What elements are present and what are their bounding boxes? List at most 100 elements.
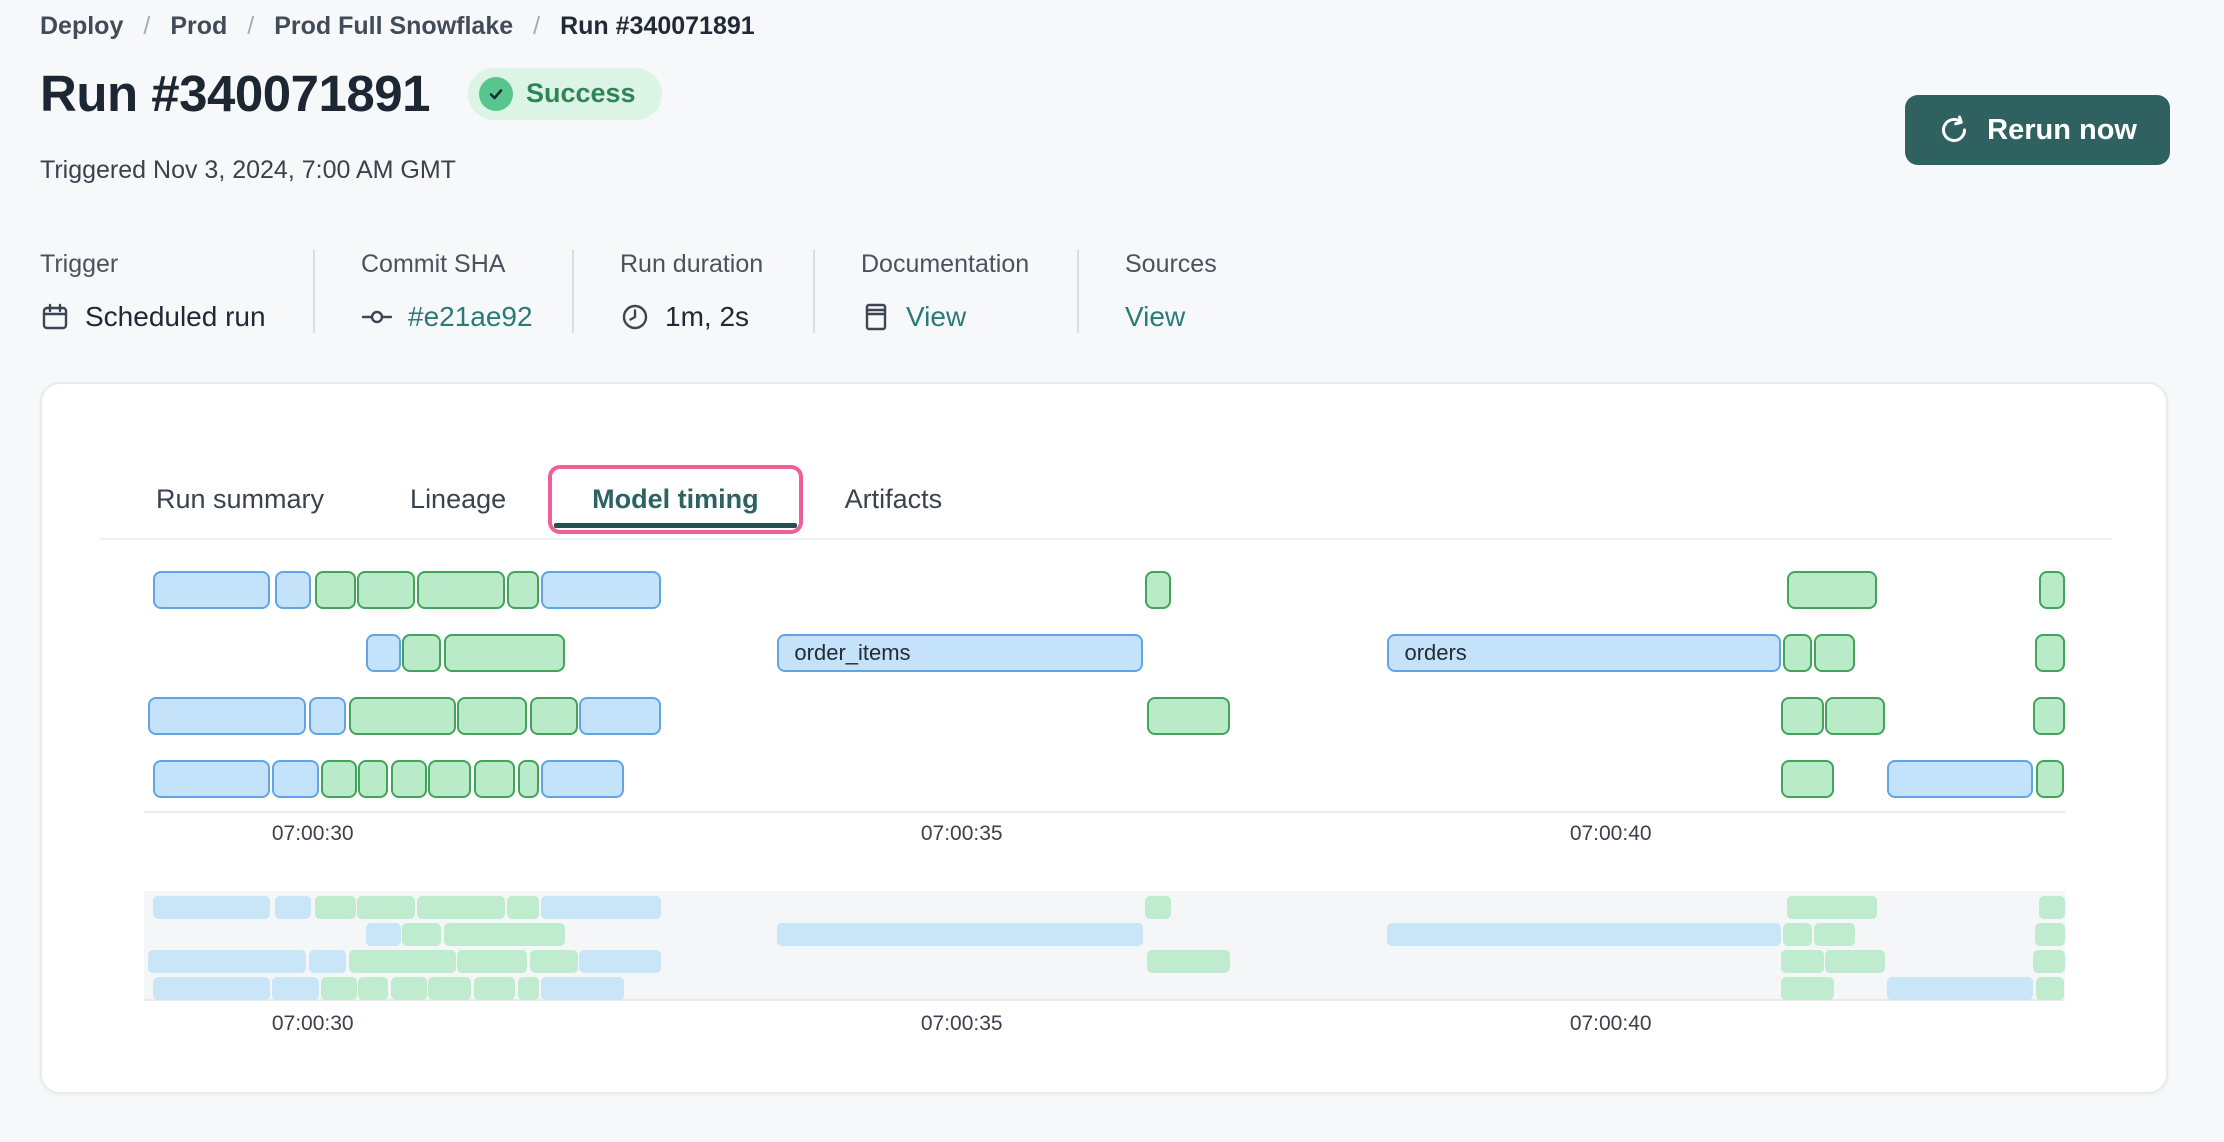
- gantt-bar[interactable]: [1144, 571, 1171, 609]
- gantt-bar[interactable]: [2032, 697, 2065, 735]
- overview-bar[interactable]: [443, 923, 565, 946]
- gantt-bar[interactable]: [443, 634, 565, 672]
- overview-bar[interactable]: [2032, 950, 2065, 973]
- gantt-overview-brush[interactable]: [144, 891, 2065, 1001]
- meta-run-duration-label: Run duration: [620, 250, 764, 278]
- breadcrumb-item-deploy[interactable]: Deploy: [40, 12, 124, 40]
- overview-bar[interactable]: [456, 950, 527, 973]
- overview-bar[interactable]: [541, 896, 661, 919]
- gantt-bar[interactable]: [153, 760, 270, 798]
- gantt-bar[interactable]: [349, 697, 456, 735]
- overview-bar[interactable]: [541, 977, 625, 1000]
- gantt-bar[interactable]: [1780, 760, 1834, 798]
- overview-bar[interactable]: [153, 977, 270, 1000]
- gantt-bar[interactable]: [541, 571, 661, 609]
- gantt-bar[interactable]: [356, 571, 416, 609]
- overview-bar[interactable]: [578, 950, 661, 973]
- tab-run-summary[interactable]: Run summary: [156, 483, 325, 514]
- axis-tick-label: 07:00:40: [1569, 822, 1652, 845]
- overview-bar[interactable]: [777, 923, 1144, 946]
- rerun-button[interactable]: Rerun now: [1905, 95, 2170, 165]
- overview-bar[interactable]: [272, 977, 320, 1000]
- gantt-bar[interactable]: [272, 760, 320, 798]
- tab-artifacts[interactable]: Artifacts: [844, 483, 943, 514]
- overview-bar[interactable]: [320, 977, 357, 1000]
- gantt-bar[interactable]: [315, 571, 356, 609]
- overview-bar[interactable]: [473, 977, 516, 1000]
- breadcrumb-separator: /: [143, 12, 151, 40]
- overview-bar[interactable]: [1780, 950, 1824, 973]
- overview-bar[interactable]: [147, 950, 307, 973]
- gantt-bar[interactable]: [308, 697, 347, 735]
- gantt-bar[interactable]: [456, 697, 527, 735]
- overview-bar[interactable]: [1780, 977, 1834, 1000]
- gantt-bar[interactable]: [2035, 634, 2065, 672]
- gantt-bar[interactable]: [153, 571, 270, 609]
- meta-commit-sha-label: Commit SHA: [361, 250, 506, 278]
- overview-bar[interactable]: [358, 977, 389, 1000]
- gantt-bar[interactable]: [473, 760, 516, 798]
- overview-bar[interactable]: [402, 923, 442, 946]
- gantt-bar[interactable]: [1887, 760, 2033, 798]
- overview-bar[interactable]: [517, 977, 539, 1000]
- overview-bar[interactable]: [2035, 923, 2065, 946]
- overview-bar[interactable]: [308, 950, 347, 973]
- gantt-bar[interactable]: [358, 760, 389, 798]
- overview-bar[interactable]: [390, 977, 427, 1000]
- gantt-bar[interactable]: [320, 760, 357, 798]
- overview-bar[interactable]: [1814, 923, 1855, 946]
- overview-bar[interactable]: [428, 977, 472, 1000]
- overview-bar[interactable]: [2036, 977, 2064, 1000]
- gantt-bar[interactable]: [1814, 634, 1855, 672]
- overview-bar[interactable]: [1783, 923, 1812, 946]
- gantt-bar[interactable]: [402, 634, 442, 672]
- meta-documentation-value[interactable]: View: [906, 301, 967, 332]
- gantt-bar[interactable]: [541, 760, 625, 798]
- gantt-main-plot: order_items orders: [144, 571, 2065, 798]
- overview-bar[interactable]: [2039, 896, 2065, 919]
- gantt-bar[interactable]: [578, 697, 661, 735]
- overview-bar[interactable]: [507, 896, 539, 919]
- overview-bar[interactable]: [529, 950, 578, 973]
- overview-bar[interactable]: [315, 896, 356, 919]
- gantt-bar[interactable]: [147, 697, 307, 735]
- gantt-bar[interactable]: [2039, 571, 2065, 609]
- overview-bar[interactable]: [153, 896, 270, 919]
- overview-bar[interactable]: [1147, 950, 1231, 973]
- breadcrumb-item-prod[interactable]: Prod: [170, 12, 228, 40]
- tab-model-timing[interactable]: Model timing: [548, 464, 803, 534]
- gantt-bar-order-items[interactable]: order_items: [777, 634, 1144, 672]
- gantt-bar[interactable]: [275, 571, 312, 609]
- overview-bar[interactable]: [1144, 896, 1171, 919]
- breadcrumb-item-prod-full-snowflake[interactable]: Prod Full Snowflake: [274, 12, 514, 40]
- gantt-bar[interactable]: [507, 571, 539, 609]
- gantt-bar[interactable]: [529, 697, 578, 735]
- overview-bar[interactable]: [1887, 977, 2033, 1000]
- meta-sources-value[interactable]: View: [1125, 301, 1186, 332]
- gantt-bar[interactable]: [390, 760, 427, 798]
- gantt-bar[interactable]: [416, 571, 505, 609]
- axis-tick-label: 07:00:30: [271, 1012, 354, 1035]
- gantt-bar[interactable]: [1824, 697, 1885, 735]
- tab-lineage[interactable]: Lineage: [410, 483, 507, 514]
- gantt-bar[interactable]: [517, 760, 539, 798]
- gantt-bar-orders[interactable]: orders: [1387, 634, 1781, 672]
- gantt-bar[interactable]: [1787, 571, 1877, 609]
- meta-sources: Sources View: [1079, 250, 1399, 333]
- overview-bar[interactable]: [1787, 896, 1877, 919]
- overview-bar[interactable]: [275, 896, 312, 919]
- calendar-icon: [40, 302, 70, 332]
- gantt-bar[interactable]: [1780, 697, 1824, 735]
- overview-bar[interactable]: [1387, 923, 1781, 946]
- gantt-bar[interactable]: [365, 634, 401, 672]
- overview-bar[interactable]: [349, 950, 456, 973]
- overview-bar[interactable]: [1824, 950, 1885, 973]
- meta-commit-sha-value[interactable]: #e21ae92: [408, 301, 533, 332]
- overview-bar[interactable]: [416, 896, 505, 919]
- gantt-bar[interactable]: [1783, 634, 1812, 672]
- overview-bar[interactable]: [356, 896, 416, 919]
- gantt-bar[interactable]: [428, 760, 472, 798]
- gantt-bar[interactable]: [1147, 697, 1231, 735]
- overview-bar[interactable]: [365, 923, 401, 946]
- gantt-bar[interactable]: [2036, 760, 2064, 798]
